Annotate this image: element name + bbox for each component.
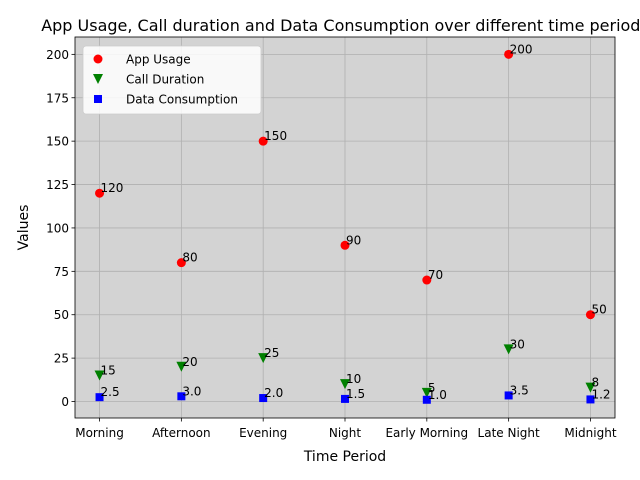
call-duration-point <box>421 387 432 398</box>
legend: App Usage Call Duration Data Consumption <box>82 45 262 115</box>
app-usage-point <box>95 188 105 198</box>
call-duration-point <box>258 353 269 364</box>
app-usage-point <box>422 275 432 285</box>
x-tick-label: Early Morning <box>385 426 468 440</box>
data-consumption-point <box>422 395 431 404</box>
data-consumption-data-label: 1.0 <box>428 388 447 402</box>
app-usage-point <box>258 136 268 146</box>
x-tick-label: Evening <box>239 426 287 440</box>
x-tick-label: Night <box>329 426 362 440</box>
data-consumption-data-label: 1.5 <box>346 387 365 401</box>
app-usage-data-label: 200 <box>510 42 533 56</box>
y-tick-label: 0 <box>61 395 69 409</box>
x-tick-label: Afternoon <box>152 426 211 440</box>
call-duration-data-label: 10 <box>346 372 361 386</box>
data-consumption-data-label: 3.5 <box>510 383 529 397</box>
data-points <box>94 49 596 404</box>
app-usage-data-label: 120 <box>101 181 124 195</box>
y-axis-ticks: 0 25 50 75 100 125 150 175 200 <box>46 48 75 409</box>
data-consumption-point <box>586 395 595 404</box>
app-usage-point <box>176 258 186 268</box>
call-duration-data-label: 15 <box>101 363 116 377</box>
data-consumption-point <box>341 394 349 403</box>
x-tick-label: Late Night <box>478 426 540 440</box>
legend-marker-app-usage <box>93 54 103 64</box>
y-tick-label: 200 <box>46 48 69 62</box>
app-usage-data-label: 150 <box>264 129 287 143</box>
data-consumption-point <box>504 391 513 400</box>
legend-label-app-usage: App Usage <box>126 53 191 67</box>
call-duration-data-label: 30 <box>510 337 525 351</box>
call-duration-data-label: 25 <box>264 346 279 360</box>
y-tick-label: 100 <box>46 221 69 235</box>
x-tick-label: Morning <box>75 426 124 440</box>
x-axis-ticks: Morning Afternoon Evening Night Early Mornin… <box>75 418 617 440</box>
y-tick-label: 25 <box>54 352 69 366</box>
x-tick-label: Midnight <box>564 426 616 440</box>
app-usage-point <box>585 310 595 320</box>
legend-marker-call-duration <box>93 74 103 84</box>
y-tick-label: 175 <box>46 91 69 105</box>
y-tick-label: 75 <box>54 265 69 279</box>
legend-label-data-consumption: Data Consumption <box>126 93 238 107</box>
call-duration-data-label: 20 <box>182 355 197 369</box>
call-duration-data-label: 5 <box>428 381 436 395</box>
data-consumption-point <box>177 392 186 401</box>
call-duration-point <box>503 344 514 355</box>
data-consumption-point <box>259 394 268 403</box>
y-tick-label: 50 <box>54 308 69 322</box>
legend-label-call-duration: Call Duration <box>126 73 204 87</box>
app-usage-data-label: 80 <box>182 251 197 265</box>
data-consumption-data-label: 2.5 <box>101 385 120 399</box>
x-axis-title: Time Period <box>303 449 386 465</box>
call-duration-point <box>585 382 596 393</box>
y-tick-label: 125 <box>46 178 69 192</box>
call-duration-point <box>176 361 187 372</box>
app-usage-data-label: 90 <box>346 233 361 247</box>
app-usage-data-label: 50 <box>591 303 606 317</box>
chart-title: App Usage, Call duration and Data Consum… <box>41 16 640 35</box>
call-duration-data-label: 8 <box>591 376 599 390</box>
call-duration-point <box>94 370 105 381</box>
data-consumption-data-label: 2.0 <box>264 386 283 400</box>
app-usage-point <box>504 49 514 59</box>
data-consumption-data-label: 1.2 <box>591 387 610 401</box>
y-tick-label: 150 <box>46 135 69 149</box>
data-labels: 120 80 150 90 70 200 50 15 20 25 10 5 30 8 2.5 3.0 2.0 1.… <box>101 42 611 401</box>
legend-marker-data-consumption <box>94 95 102 103</box>
app-usage-data-label: 70 <box>428 268 443 282</box>
data-consumption-data-label: 3.0 <box>182 384 201 398</box>
app-usage-point <box>340 240 350 250</box>
legend-box <box>82 45 262 115</box>
call-duration-point <box>340 379 350 390</box>
y-axis-title: Values <box>16 205 32 251</box>
data-consumption-point <box>95 393 104 402</box>
